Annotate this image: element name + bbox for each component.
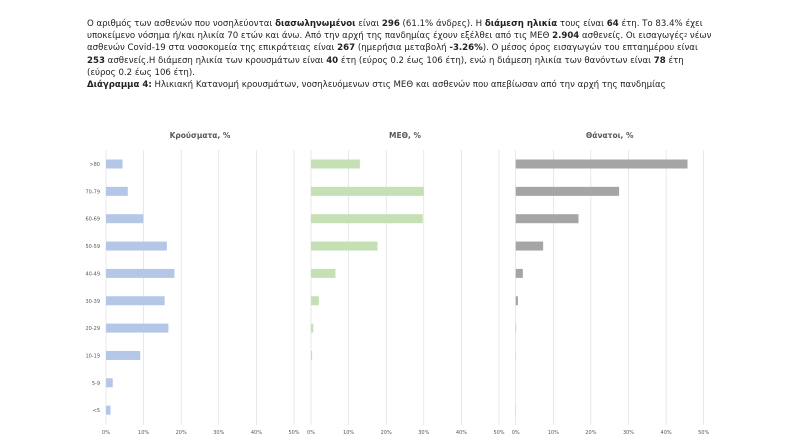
- bar: [311, 268, 336, 278]
- text: ). Ο μέσος όρος εισαγωγών του επταημέρου…: [482, 43, 698, 54]
- bar: [311, 323, 314, 333]
- bold-text: 296: [381, 19, 400, 29]
- tick-label: 0%: [307, 430, 315, 436]
- footnote-ref: 2: [684, 33, 688, 40]
- bold-text: διάμεση ηλικία: [484, 19, 558, 29]
- chart-title: ΜΕΘ, %: [389, 131, 421, 140]
- bar: [106, 323, 169, 333]
- figure-caption: Διάγραμμα 4: Ηλικιακή Κατανομή κρουσμάτω…: [87, 79, 712, 91]
- category-label: <5: [93, 408, 100, 414]
- caption-text: Ηλικιακή Κατανομή κρουσμάτων, νοσηλευόμε…: [151, 80, 666, 91]
- text: έτη (εύρος 0.2 έως 106 έτη), ενώ η διάμε…: [338, 55, 654, 66]
- tick-label: 30%: [418, 430, 429, 436]
- bar: [106, 159, 123, 169]
- category-label: 70-79: [85, 189, 100, 195]
- category-label: 60-69: [85, 217, 100, 223]
- bar: [106, 350, 141, 360]
- bar: [515, 296, 518, 306]
- bold-text: 253: [87, 55, 105, 66]
- tick-label: 20%: [381, 430, 392, 436]
- tick-label: 20%: [176, 430, 187, 436]
- bar: [106, 268, 175, 278]
- bold-text: -3.26%: [449, 43, 483, 54]
- bold-text: 78: [653, 55, 666, 66]
- tick-label: 10%: [138, 430, 149, 436]
- body-text: Ο αριθμός των ασθενών που νοσηλεύονται δ…: [87, 18, 712, 91]
- tick-label: 40%: [251, 430, 262, 436]
- bar: [106, 378, 113, 388]
- text: Ο αριθμός των ασθενών που νοσηλεύονται: [87, 19, 276, 29]
- tick-label: 0%: [102, 430, 110, 436]
- tick-label: 10%: [548, 430, 559, 436]
- text: νέων ασθενών Covid-19 στα νοσοκομεία της…: [87, 31, 712, 54]
- category-label: 20-29: [85, 326, 100, 332]
- tick-label: 50%: [493, 430, 504, 436]
- bar: [311, 296, 319, 306]
- tick-label: 40%: [661, 430, 672, 436]
- tick-label: 30%: [623, 430, 634, 436]
- bold-text: 2.904: [552, 31, 580, 42]
- chart-title: Θάνατοι, %: [586, 131, 634, 140]
- tick-label: 50%: [698, 430, 709, 436]
- bar: [515, 159, 688, 169]
- bold-text: διασωληνωμένοι: [275, 19, 356, 29]
- tick-label: 40%: [456, 430, 467, 436]
- paragraph: Ο αριθμός των ασθενών που νοσηλεύονται δ…: [87, 18, 712, 79]
- bar: [311, 159, 360, 169]
- bar: [311, 241, 378, 251]
- text: έτη (εύρος 0.2 έως 106 έτη).: [87, 55, 684, 78]
- category-label: 30-39: [85, 299, 100, 305]
- bold-text: 40: [326, 55, 339, 66]
- bar: [106, 186, 128, 196]
- bar: [106, 296, 165, 306]
- bar: [515, 268, 523, 278]
- bold-text: 267: [337, 43, 356, 54]
- category-label: 10-19: [85, 353, 100, 359]
- tick-label: 30%: [213, 430, 224, 436]
- tick-label: 0%: [512, 430, 520, 436]
- text: (ημερήσια μεταβολή: [355, 43, 450, 54]
- bar: [106, 214, 144, 224]
- text: ασθενείς. Οι εισαγωγές: [579, 31, 685, 42]
- bar: [311, 214, 423, 224]
- bar: [515, 186, 620, 196]
- tick-label: 10%: [343, 430, 354, 436]
- text: είναι: [355, 19, 382, 29]
- bar: [311, 350, 313, 360]
- text: τους είναι: [557, 19, 607, 29]
- bar: [106, 241, 167, 251]
- bar: [515, 214, 579, 224]
- bar: [311, 186, 424, 196]
- bar: [515, 241, 544, 251]
- category-label: >80: [89, 162, 100, 168]
- bar: [106, 405, 111, 415]
- tick-label: 20%: [585, 430, 596, 436]
- category-label: 5-9: [92, 381, 100, 387]
- chart-title: Κρούσματα, %: [170, 131, 231, 140]
- bold-text: 64: [606, 19, 619, 29]
- text: (61.1% άνδρες). Η: [399, 19, 485, 29]
- text: ασθενείς.Η διάμεση ηλικία των κρουσμάτων…: [104, 55, 327, 66]
- text: έτη. Το 83.4% έχει υποκείμενο νόσημα ή/κ…: [87, 19, 703, 42]
- category-label: 40-49: [85, 271, 100, 277]
- category-label: 50-59: [85, 244, 100, 250]
- tick-label: 50%: [288, 430, 299, 436]
- caption-label: Διάγραμμα 4:: [87, 80, 152, 91]
